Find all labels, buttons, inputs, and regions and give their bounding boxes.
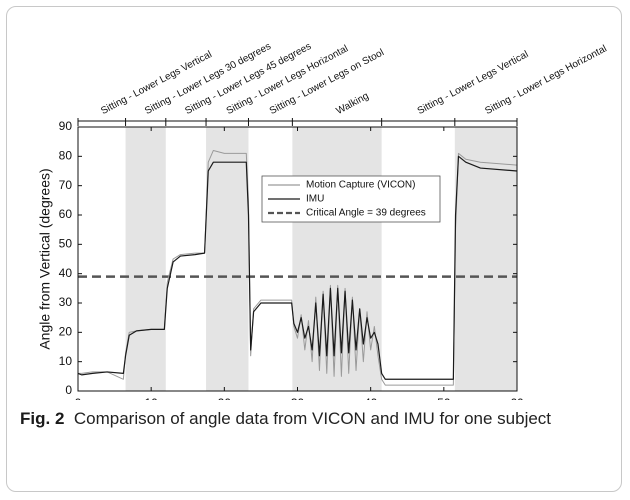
y-axis-label: Angle from Vertical (degrees): [37, 168, 53, 349]
y-tick-label: 40: [59, 266, 73, 280]
y-tick-label: 50: [59, 237, 73, 251]
y-tick-label: 10: [59, 354, 73, 368]
region-shade: [292, 127, 382, 391]
legend-label: Critical Angle = 39 degrees: [306, 208, 426, 219]
y-tick-label: 70: [59, 178, 73, 192]
region-label: Sitting - Lower Legs Horizontal: [483, 43, 608, 117]
y-tick-label: 0: [65, 383, 72, 397]
legend-label: Motion Capture (VICON): [306, 180, 415, 191]
x-tick-label: 50: [437, 396, 451, 400]
y-tick-label: 20: [59, 325, 73, 339]
y-tick-label: 30: [59, 295, 73, 309]
series-line: [77, 155, 518, 380]
plot-frame: [77, 126, 518, 392]
caption-label: Fig. 2: [20, 409, 65, 428]
y-tick-label: 80: [59, 149, 73, 163]
x-tick-label: 0: [75, 396, 82, 400]
caption: Fig. 2 Comparison of angle data from VIC…: [20, 406, 600, 431]
region-label: Sitting - Lower Legs Vertical: [416, 49, 531, 117]
region-shade: [206, 127, 249, 391]
region-shade: [125, 127, 166, 391]
region-shade: [454, 127, 517, 391]
x-tick-label: 20: [218, 396, 232, 400]
y-tick-label: 90: [59, 119, 73, 133]
legend-label: IMU: [306, 194, 324, 205]
figure-frame: [6, 6, 622, 492]
y-tick-label: 60: [59, 207, 73, 221]
x-tick-label: 10: [144, 396, 158, 400]
x-tick-label: 30: [291, 396, 305, 400]
x-tick-label: 60: [510, 396, 524, 400]
x-tick-label: 40: [364, 396, 378, 400]
caption-text: Comparison of angle data from VICON and …: [73, 409, 552, 428]
region-label: Walking: [334, 91, 370, 117]
